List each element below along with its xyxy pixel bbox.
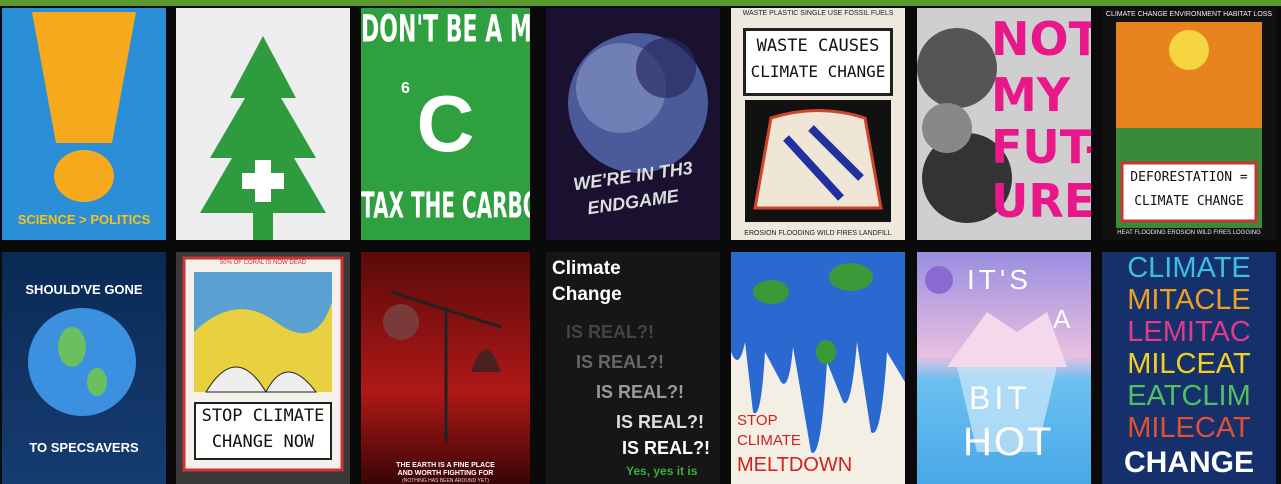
poster-text: AND WORTH FIGHTING FOR <box>397 470 494 477</box>
poster-text: CLIMATE CHANGE <box>1134 194 1244 209</box>
poster: IT'S A BIT HOT <box>917 252 1091 484</box>
exclamation <box>32 12 136 202</box>
fire-drawing <box>1116 22 1262 228</box>
poster-text: IS REAL?! <box>566 322 654 342</box>
poster: CLIMATE MITACLE LEMITAC MILCEAT EATCLIM … <box>1102 252 1276 484</box>
poster-text: CLIMATE <box>1127 252 1251 284</box>
poster-text: 6 <box>401 80 410 97</box>
poster-text: CHANGE NOW <box>211 432 315 452</box>
poster-text: LEMITAC <box>1127 316 1251 348</box>
poster-text: IS REAL?! <box>576 352 664 372</box>
poster-text: CHANGE <box>1123 446 1254 479</box>
poster-text: SHOULD'VE GONE <box>25 282 143 297</box>
poster-text: WASTE PLASTIC SINGLE USE FOSSIL FUELS <box>742 10 894 17</box>
poster-text: CLIMATE <box>737 432 801 449</box>
melting-earth <box>731 252 905 453</box>
poster: SCIENCE > POLITICS <box>2 8 166 240</box>
earth <box>568 33 708 173</box>
poster-text: TAX THE CARBON <box>361 183 530 227</box>
poster-text: C <box>416 79 475 168</box>
poster-text: STOP <box>737 412 778 429</box>
poster-text: Change <box>552 284 622 305</box>
poster: THE EARTH IS A FINE PLACE AND WORTH FIGH… <box>361 252 530 484</box>
poster-text: MILECAT <box>1127 412 1251 444</box>
poster-text: TO SPECSAVERS <box>29 440 139 455</box>
poster-text: SCIENCE > POLITICS <box>17 212 151 227</box>
poster-text: STOP CLIMATE <box>201 406 325 426</box>
blurry-earth <box>28 308 136 416</box>
poster <box>176 8 350 240</box>
poster: NOT MY FUT- URE <box>917 8 1091 240</box>
poster-text: DON'T BE A MORON <box>361 9 530 52</box>
smoke <box>917 28 1012 223</box>
poster-text: MELTDOWN <box>737 454 853 476</box>
poster: WASTE PLASTIC SINGLE USE FOSSIL FUELS WA… <box>731 8 905 240</box>
poster: Climate Change IS REAL?! IS REAL?! IS RE… <box>546 252 720 484</box>
poster-text: (NOTHING HAS BEEN AROUND YET) <box>402 478 489 484</box>
poster-text: Climate <box>552 258 621 279</box>
poster-text: HEAT FLOODING EROSION WILD FIRES LOGGING <box>1117 230 1261 236</box>
poster: SHOULD'VE GONE TO SPECSAVERS <box>2 252 166 484</box>
poster-text: 50% OF CORAL IS NOW DEAD <box>219 260 307 266</box>
poster-text: URE <box>991 174 1091 228</box>
top-stripe <box>0 0 1281 6</box>
poster: DON'T BE A MORON 6 C TAX THE CARBON <box>361 8 530 240</box>
poster: 50% OF CORAL IS NOW DEAD STOP CLIMATE CH… <box>176 252 350 484</box>
tree <box>200 36 326 240</box>
poster-text: CLIMATE CHANGE ENVIRONMENT HABITAT LOSS <box>1105 11 1273 18</box>
poster-text: WASTE CAUSES <box>756 36 880 56</box>
poster-text: CLIMATE CHANGE <box>750 62 886 81</box>
poster-text: HOT <box>963 420 1054 464</box>
poster: STOP CLIMATE MELTDOWN <box>731 252 905 484</box>
poster-text: Yes, yes it is <box>626 464 698 478</box>
caption-box <box>743 28 893 96</box>
poster-text: FUT- <box>991 120 1091 174</box>
poster-text: MITACLE <box>1127 284 1251 316</box>
poster-text: IS REAL?! <box>596 382 684 402</box>
poster-text: MILCEAT <box>1127 348 1251 380</box>
poster-text: IS REAL?! <box>616 412 704 432</box>
iceberg <box>925 266 1067 452</box>
poster-text: MY <box>991 68 1071 122</box>
poster-text: BIT <box>969 380 1031 416</box>
poster-text: EROSION FLOODING WILD FIRES LANDFILL <box>744 230 892 237</box>
bag-drawing <box>745 100 891 222</box>
poster: CLIMATE CHANGE ENVIRONMENT HABITAT LOSS … <box>1102 8 1276 240</box>
poster-text: IT'S <box>967 264 1032 295</box>
poster-text: A <box>1053 304 1071 334</box>
poster-text: DEFORESTATION = <box>1130 170 1248 185</box>
poster-text: EATCLIM <box>1127 380 1251 412</box>
poster-text: THE EARTH IS A FINE PLACE <box>396 462 495 469</box>
caption-box <box>194 402 332 460</box>
poster-text: IS REAL?! <box>622 438 710 458</box>
poster-text: NOT <box>991 12 1091 66</box>
scale <box>383 290 502 442</box>
poster: WE'RE IN TH3 ENDGAME <box>546 8 720 240</box>
